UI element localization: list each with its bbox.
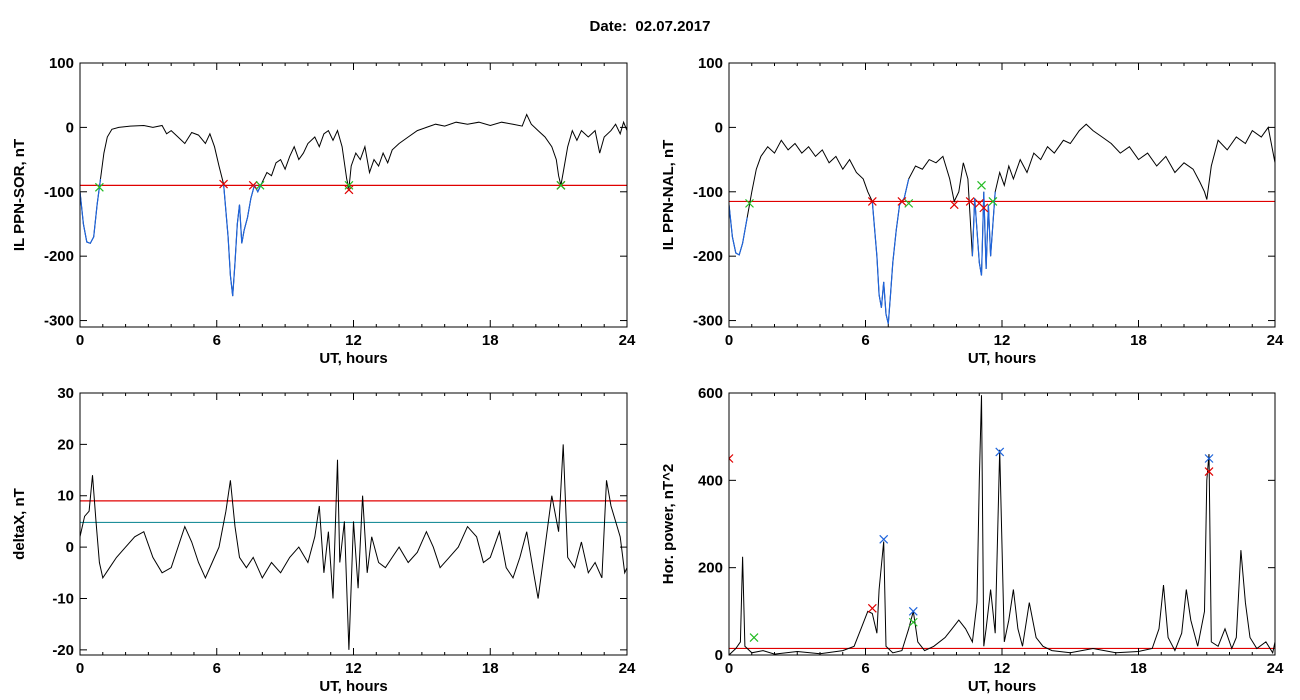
plot-frame — [728, 62, 1276, 328]
data-marker — [219, 179, 229, 189]
x-axis-title: UT, hours — [319, 678, 387, 695]
plot-area — [80, 113, 627, 297]
chart-il-ppn-sor: 0 6 12 18 24 -300 -200 -100 0 100 UT, hours IL PPN-… — [11, 55, 636, 367]
x-tick-label: 0 — [725, 332, 733, 349]
x-tick-label: 6 — [861, 660, 869, 677]
data-marker — [344, 180, 354, 190]
data-marker — [1204, 467, 1214, 477]
x-axis-title: UT, hours — [968, 678, 1036, 695]
x-tick-label: 12 — [345, 660, 362, 677]
plot-area — [80, 444, 627, 650]
data-marker — [255, 180, 265, 190]
data-marker — [979, 203, 989, 213]
x-tick-label: 6 — [213, 332, 221, 349]
x-tick-label: 0 — [76, 332, 84, 349]
data-marker — [867, 197, 877, 206]
y-tick-label: 0 — [715, 119, 723, 136]
x-tick-label: 0 — [76, 660, 84, 677]
x-tick-label: 18 — [1130, 332, 1147, 349]
series-line — [729, 123, 1275, 324]
y-tick-label: -300 — [44, 313, 74, 330]
x-tick-label: 12 — [994, 332, 1011, 349]
y-tick-label: -100 — [44, 184, 74, 201]
y-tick-label: 100 — [698, 55, 723, 72]
x-tick-label: 18 — [482, 660, 499, 677]
data-marker — [949, 200, 959, 210]
data-marker — [729, 454, 734, 463]
y-tick-label: 200 — [698, 560, 723, 577]
series-line — [729, 395, 1275, 655]
data-marker — [248, 180, 258, 190]
data-marker — [94, 182, 104, 192]
plot-frame — [79, 62, 628, 328]
y-tick-label: 20 — [57, 436, 74, 453]
data-marker — [995, 447, 1005, 457]
y-tick-label: 0 — [66, 119, 74, 136]
y-tick-label: 600 — [698, 385, 723, 402]
y-tick-label: -300 — [693, 313, 723, 330]
y-tick-label: -20 — [52, 642, 74, 659]
y-tick-label: -200 — [693, 248, 723, 265]
date-header: Date: 02.07.2017 — [0, 18, 1300, 35]
y-tick-label: 30 — [57, 385, 74, 402]
plot-frame — [728, 392, 1276, 656]
y-tick-label: 10 — [57, 488, 74, 505]
data-marker — [556, 180, 566, 190]
y-tick-label: 0 — [715, 647, 723, 664]
y-tick-label: -10 — [52, 590, 74, 607]
data-marker — [904, 198, 914, 208]
data-marker — [745, 198, 754, 208]
series-highlight — [223, 181, 263, 297]
data-marker — [749, 633, 759, 642]
y-axis-title: IL PPN-SOR, nT — [11, 139, 28, 251]
series-line — [80, 444, 627, 650]
data-marker — [977, 180, 986, 190]
x-tick-label: 24 — [619, 660, 636, 677]
series-line — [80, 113, 627, 297]
x-tick-label: 24 — [1267, 660, 1284, 677]
data-marker — [867, 603, 877, 613]
x-tick-label: 12 — [345, 332, 362, 349]
data-marker — [1204, 454, 1214, 463]
x-axis-title: UT, hours — [319, 350, 387, 367]
data-marker — [988, 197, 998, 206]
data-marker — [908, 606, 918, 616]
x-tick-label: 24 — [1267, 332, 1284, 349]
chart-il-ppn-nal: 0 6 12 18 24 -300 -200 -100 0 100 UT, hours IL PPN-… — [660, 55, 1284, 367]
x-tick-label: 6 — [213, 660, 221, 677]
series-highlight — [80, 178, 102, 245]
y-tick-label: 100 — [49, 55, 74, 72]
series-highlight — [871, 178, 910, 324]
x-axis-title: UT, hours — [968, 350, 1036, 367]
y-tick-label: -200 — [44, 248, 74, 265]
data-marker — [879, 534, 889, 544]
x-tick-label: 18 — [482, 332, 499, 349]
x-tick-label: 24 — [619, 332, 636, 349]
y-tick-label: 400 — [698, 472, 723, 489]
plot-area — [729, 395, 1275, 655]
y-axis-title: Hor. power, nT^2 — [660, 464, 677, 584]
y-tick-label: -100 — [693, 184, 723, 201]
x-tick-label: 12 — [994, 660, 1011, 677]
y-tick-label: 0 — [66, 539, 74, 556]
chart-hor-power: 0 6 12 18 24 0 200 400 600 UT, hours Hor. power, n… — [660, 385, 1284, 695]
data-marker — [897, 197, 907, 206]
date-label: Date: — [589, 18, 628, 35]
y-axis-title: deltaX, nT — [11, 488, 28, 560]
series-highlight — [971, 191, 996, 276]
y-axis-title: IL PPN-NAL, nT — [660, 140, 677, 251]
series-highlight — [729, 204, 748, 256]
plot-area — [729, 123, 1275, 324]
data-marker — [965, 197, 975, 206]
data-marker — [908, 617, 918, 627]
x-tick-label: 18 — [1130, 660, 1147, 677]
date-value: 02.07.2017 — [635, 18, 711, 35]
x-tick-label: 6 — [861, 332, 869, 349]
x-tick-label: 0 — [725, 660, 733, 677]
chart-deltax: 0 6 12 18 24 -20 -10 0 10 20 30 UT, hours deltaX, nT — [11, 385, 636, 695]
